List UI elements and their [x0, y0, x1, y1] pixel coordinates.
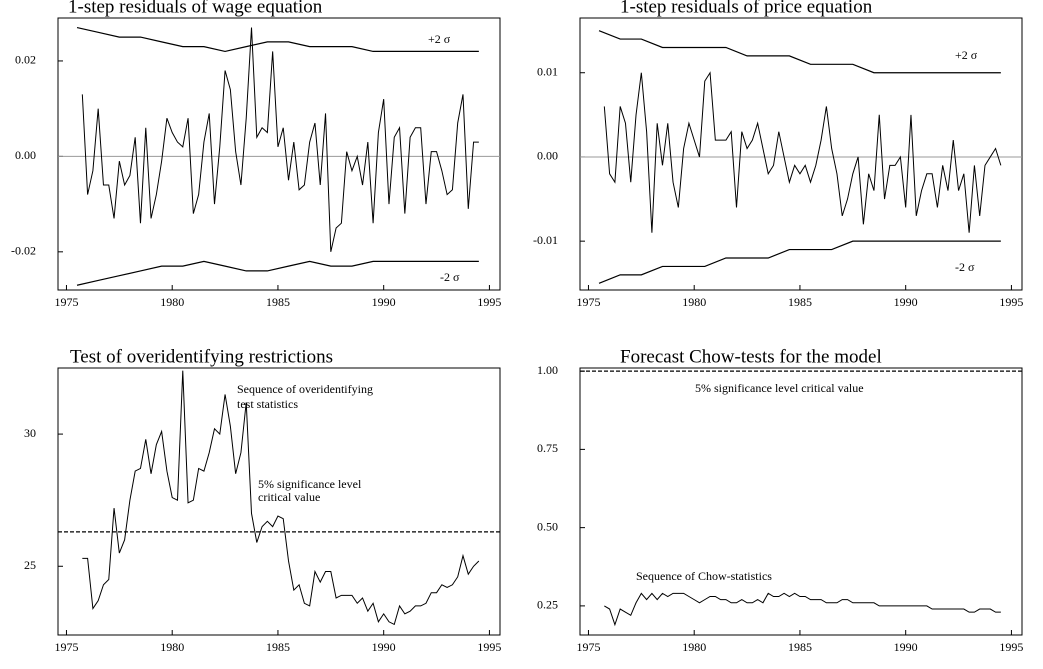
x-tick-label: 1995: [999, 640, 1023, 654]
y-tick-label: 0.25: [537, 598, 558, 612]
annotation: test statistics: [237, 397, 298, 411]
y-tick-label: 25: [24, 558, 36, 572]
y-tick-label: -0.01: [533, 233, 558, 247]
data-line: [604, 592, 1001, 627]
band-line: [598, 30, 1001, 74]
y-tick-label: 0.02: [15, 53, 36, 67]
x-tick-label: 1995: [477, 295, 501, 309]
annotation: +2 σ: [428, 32, 451, 46]
x-tick-label: 1975: [576, 295, 600, 309]
band-line: [76, 26, 479, 53]
x-tick-label: 1990: [894, 295, 918, 309]
x-tick-label: 1995: [477, 640, 501, 654]
x-tick-label: 1975: [54, 640, 78, 654]
x-tick-label: 1980: [682, 640, 706, 654]
annotation: Sequence of Chow-statistics: [636, 569, 772, 583]
x-tick-label: 1985: [266, 640, 290, 654]
data-line: [603, 71, 1002, 233]
y-tick-label: 0.50: [537, 519, 558, 533]
annotation: -2 σ: [955, 260, 975, 274]
x-tick-label: 1985: [788, 640, 812, 654]
chart-title: 1-step residuals of wage equation: [68, 0, 323, 17]
band-line: [76, 260, 479, 286]
x-tick-label: 1980: [682, 295, 706, 309]
plot-frame: [579, 367, 1023, 636]
x-tick-label: 1980: [160, 295, 184, 309]
chart-title: Forecast Chow-tests for the model: [620, 346, 882, 367]
plot-frame: [57, 367, 501, 636]
x-tick-label: 1990: [372, 640, 396, 654]
x-tick-label: 1995: [999, 295, 1023, 309]
x-tick-label: 1985: [788, 295, 812, 309]
annotation: -2 σ: [440, 270, 460, 284]
y-tick-label: 1.00: [537, 363, 558, 377]
x-tick-label: 1985: [266, 295, 290, 309]
x-tick-label: 1990: [372, 295, 396, 309]
annotation: 5% significance level critical value: [695, 381, 864, 395]
y-tick-label: 30: [24, 426, 36, 440]
x-tick-label: 1980: [160, 640, 184, 654]
annotation: +2 σ: [955, 48, 978, 62]
annotation: critical value: [258, 490, 320, 504]
band-line: [598, 240, 1001, 284]
plot-frame: [579, 17, 1023, 291]
data-line: [82, 370, 480, 626]
y-tick-label: 0.00: [537, 149, 558, 163]
y-tick-label: 0.01: [537, 64, 558, 78]
x-tick-label: 1975: [576, 640, 600, 654]
data-line: [81, 27, 479, 252]
x-tick-label: 1975: [54, 295, 78, 309]
y-tick-label: -0.02: [11, 244, 36, 258]
annotation: Sequence of overidentifying: [237, 382, 373, 396]
annotation: 5% significance level: [258, 477, 362, 491]
y-tick-label: 0.00: [15, 148, 36, 162]
x-tick-label: 1990: [894, 640, 918, 654]
y-tick-label: 0.75: [537, 441, 558, 455]
chart-title: Test of overidentifying restrictions: [70, 346, 333, 367]
plot-frame: [57, 17, 501, 291]
chart-title: 1-step residuals of price equation: [620, 0, 873, 17]
